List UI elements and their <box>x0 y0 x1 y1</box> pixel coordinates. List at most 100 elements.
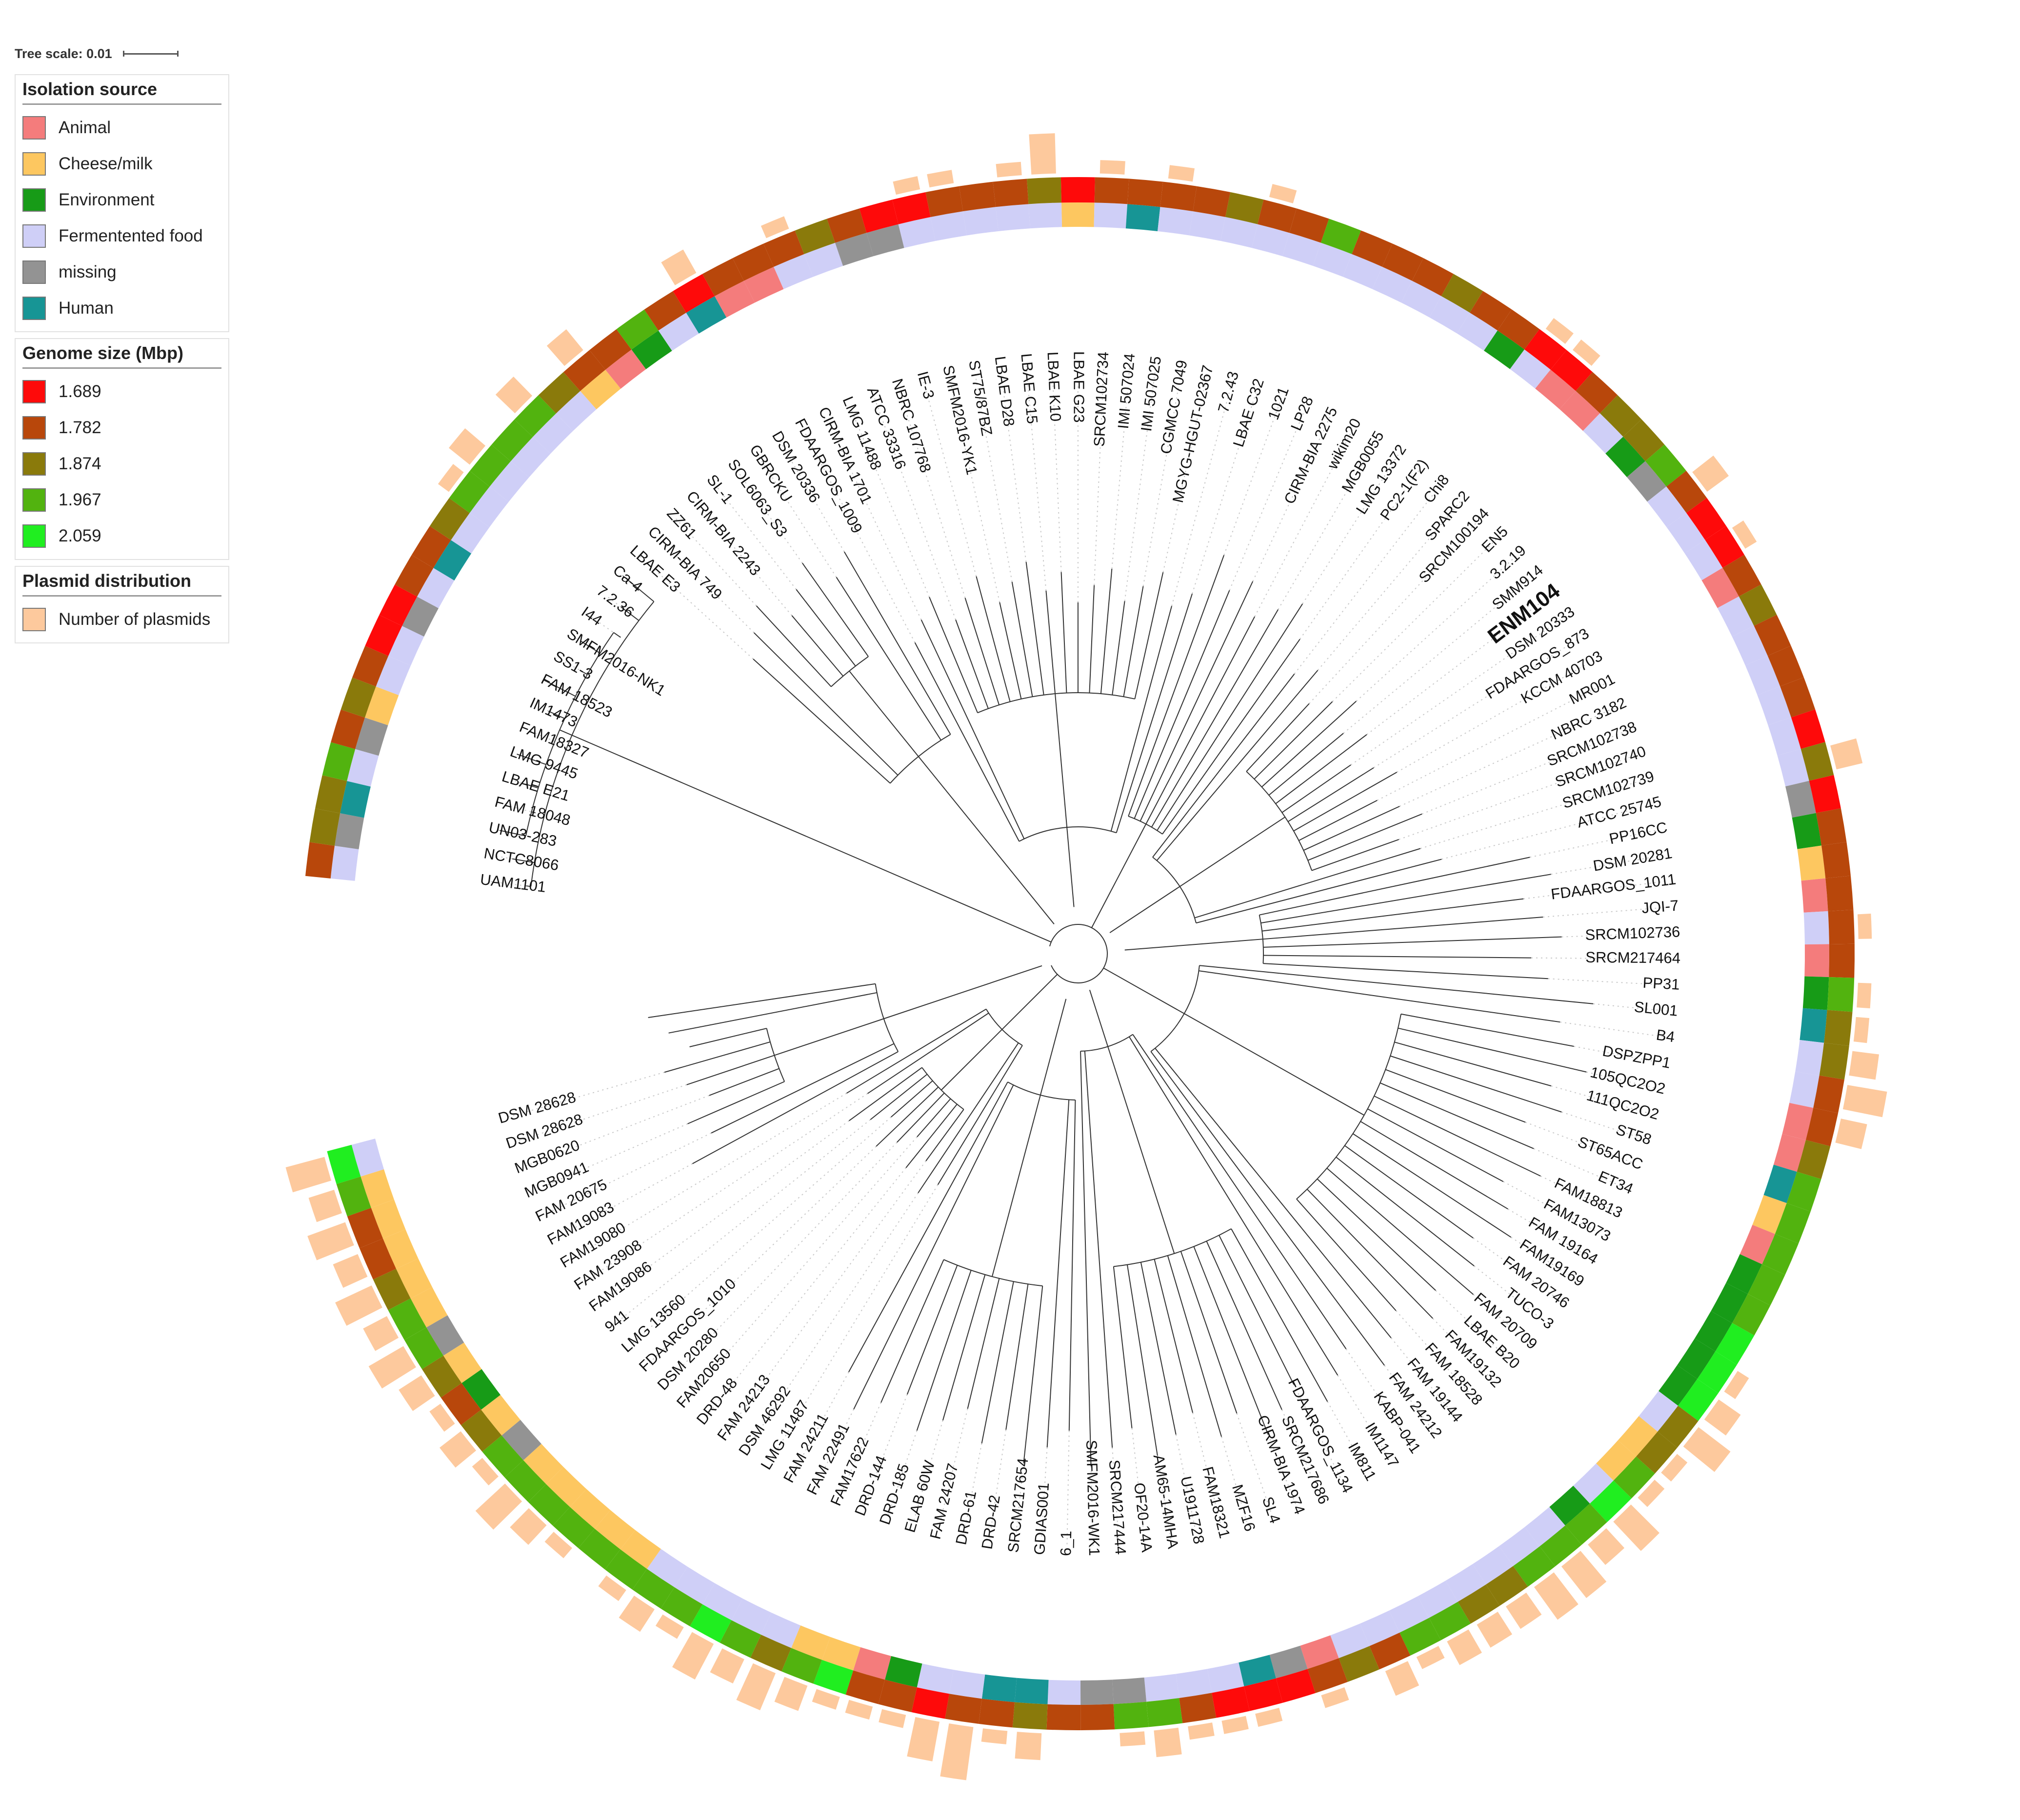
tree-branch <box>1126 1264 1158 1456</box>
isolation-segment <box>1666 513 1705 554</box>
legend-swatch <box>22 260 46 284</box>
genome-segment <box>359 1239 397 1280</box>
leaf-connector <box>539 706 549 712</box>
genome-segment <box>827 208 867 243</box>
tree-branch <box>1040 999 1067 1096</box>
isolation-segment <box>1342 254 1382 289</box>
legend-swatch <box>22 488 46 512</box>
isolation-segment <box>1627 461 1667 502</box>
leaf-label: DSM 20281 <box>1592 844 1673 875</box>
isolation-segment <box>1483 330 1525 369</box>
isolation-segment <box>1677 1338 1716 1379</box>
leaf-connector <box>695 500 793 616</box>
leaf-connectors <box>489 360 1671 1546</box>
tree-branch <box>1180 1251 1238 1414</box>
tree-branch <box>689 1028 767 1047</box>
genome-segment <box>528 1484 570 1526</box>
isolation-segment <box>1684 540 1723 580</box>
tree-branch <box>692 1051 899 1164</box>
isolation-segment <box>1782 1102 1814 1140</box>
isolation-segment <box>1605 437 1645 478</box>
leaf-connector <box>1560 1021 1665 1038</box>
genome-segment <box>878 1680 917 1712</box>
genome-segment <box>1797 1140 1831 1180</box>
isolation-segment <box>351 1139 384 1177</box>
leaf-connector <box>605 595 621 608</box>
leaf-label: MZF16 <box>1229 1482 1259 1533</box>
tree-branch <box>1390 1055 1562 1113</box>
tree-branch <box>1116 593 1193 833</box>
tree-branch <box>668 992 877 1034</box>
isolation-segment <box>1711 1282 1748 1323</box>
leaf-label: SRCM102734 <box>1091 351 1112 447</box>
leaf-label: IE-3 <box>914 369 938 400</box>
tree-branch <box>1180 817 1285 887</box>
genome-segment <box>327 1144 361 1184</box>
isolation-segment <box>501 1420 541 1460</box>
genome-segment <box>379 584 418 626</box>
leaf-connector <box>748 1192 919 1447</box>
isolation-segment <box>835 233 874 266</box>
leaf-connector <box>1441 804 1652 860</box>
leaf-connector <box>863 1394 908 1507</box>
genome-segment <box>1212 1686 1250 1718</box>
leaf-connector <box>1474 1265 1544 1321</box>
tree-branch <box>709 1068 780 1096</box>
tree-branch <box>711 1043 895 1134</box>
legend-label: Fermentented food <box>59 226 203 245</box>
genome-segment <box>331 709 365 749</box>
genome-segment <box>1828 909 1855 944</box>
genome-segment <box>1179 1693 1217 1723</box>
plasmid-bar <box>308 1190 342 1222</box>
genome-segment <box>859 200 899 233</box>
genome-segment <box>1813 1075 1844 1113</box>
plasmid-bar <box>475 1483 522 1530</box>
plasmid-bar <box>1534 1572 1579 1620</box>
isolation-segment <box>376 656 411 696</box>
isolation-segment <box>1061 202 1095 227</box>
leaf-connector <box>1332 536 1500 702</box>
genome-segment <box>538 372 580 414</box>
tree-branch <box>1129 1036 1339 1376</box>
tree-branch <box>967 1278 1000 1409</box>
isolation-segment <box>774 254 813 289</box>
leaf-connector <box>1252 417 1331 582</box>
tree-branch <box>916 1270 972 1431</box>
legend-item-genome-5: 2.059 <box>22 518 221 554</box>
legend-label: 2.059 <box>59 526 101 545</box>
isolation-segment <box>417 568 455 608</box>
plasmid-bar <box>1545 318 1574 344</box>
plasmid-bar <box>1724 1371 1749 1400</box>
plasmid-bar <box>399 1375 435 1411</box>
genome-segment <box>1576 372 1618 414</box>
isolation-segment <box>1112 1677 1147 1704</box>
tree-branch <box>572 735 1052 943</box>
leaf-label: OF20-14A <box>1131 1482 1156 1553</box>
genome-segment <box>1780 677 1816 718</box>
plasmid-bar <box>655 1614 684 1639</box>
leaf-connector <box>888 1430 918 1516</box>
tree-branch <box>1303 806 1400 851</box>
leaf-connector <box>1384 1365 1433 1430</box>
leaf-label: SRCM217444 <box>1106 1459 1129 1555</box>
isolation-segment <box>1028 202 1062 229</box>
leaf-label: IMI 507024 <box>1115 353 1138 430</box>
tree-branch <box>1025 561 1044 695</box>
legend-isolation-source: Isolation source Animal Cheese/milk Envi… <box>15 74 229 332</box>
genome-segment <box>1127 179 1163 207</box>
leaf-connector <box>1309 518 1481 704</box>
genome-segment <box>1524 329 1567 370</box>
tree-branch <box>1259 857 1530 916</box>
legend-item-fermented-food: Fermentented food <box>22 218 221 254</box>
tree-branch <box>664 1041 771 1073</box>
tree-branch <box>687 1081 785 1124</box>
isolation-segment <box>1596 1440 1636 1481</box>
isolation-segment <box>1659 1365 1698 1406</box>
genome-segment <box>845 1670 885 1704</box>
genome-segment <box>1715 1323 1755 1365</box>
genome-segment <box>1809 775 1841 813</box>
genome-segment <box>925 186 963 217</box>
tree-branch <box>843 551 951 735</box>
plasmid-bar <box>440 1431 477 1468</box>
leaf-label: UAM1101 <box>479 871 547 896</box>
